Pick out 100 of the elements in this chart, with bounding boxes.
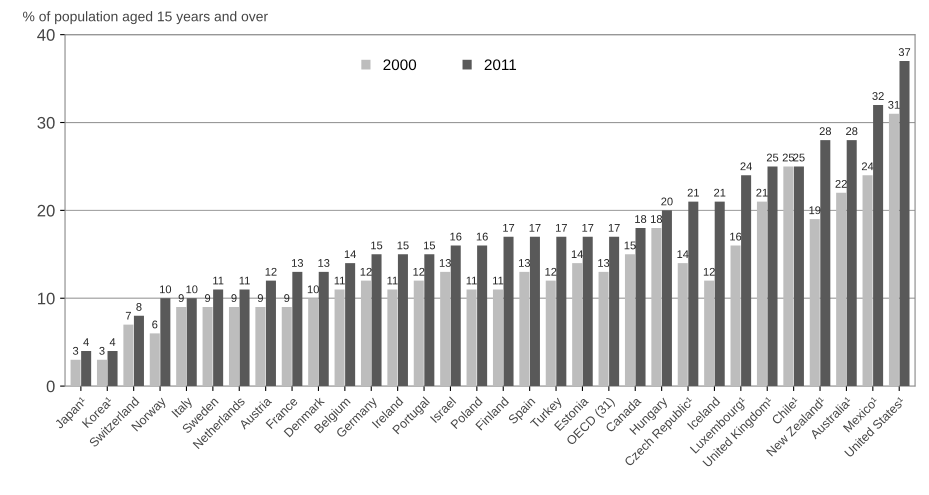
bar bbox=[308, 298, 318, 386]
data-label: 16 bbox=[450, 232, 462, 241]
bar bbox=[767, 166, 778, 386]
data-label: 3 bbox=[99, 346, 105, 355]
data-label: 17 bbox=[556, 224, 567, 232]
y-tick-label: 40 bbox=[37, 29, 55, 41]
data-label: 10 bbox=[186, 285, 198, 294]
data-label: 31 bbox=[888, 100, 900, 109]
bar bbox=[598, 272, 609, 386]
data-label: 11 bbox=[466, 276, 477, 284]
bar bbox=[414, 280, 424, 386]
bar bbox=[836, 192, 846, 386]
data-label: 13 bbox=[292, 259, 304, 267]
bar bbox=[678, 263, 688, 386]
data-label: 15 bbox=[424, 242, 436, 250]
bar bbox=[150, 333, 160, 386]
bar bbox=[636, 228, 646, 386]
data-label: 10 bbox=[160, 285, 172, 294]
data-label: 9 bbox=[284, 294, 290, 302]
legend-label: 2000 bbox=[383, 59, 416, 70]
bar bbox=[334, 289, 345, 386]
data-label: 12 bbox=[360, 268, 372, 276]
data-label: 12 bbox=[545, 268, 556, 276]
y-tick-label: 30 bbox=[37, 116, 55, 129]
bar bbox=[888, 114, 899, 386]
data-label: 17 bbox=[608, 224, 620, 232]
data-label: 18 bbox=[635, 215, 646, 223]
data-label: 37 bbox=[898, 48, 910, 56]
bar bbox=[160, 298, 170, 386]
data-label: 13 bbox=[318, 259, 330, 267]
data-label: 17 bbox=[530, 224, 541, 232]
data-label: 28 bbox=[846, 127, 858, 136]
bar bbox=[846, 140, 857, 386]
bar bbox=[228, 307, 239, 386]
bar bbox=[81, 350, 92, 386]
bar bbox=[424, 254, 434, 386]
bar bbox=[714, 202, 725, 386]
bar bbox=[292, 272, 302, 386]
data-label: 21 bbox=[756, 188, 768, 197]
bar bbox=[186, 298, 197, 386]
data-label: 15 bbox=[398, 242, 409, 250]
data-label: 9 bbox=[231, 294, 237, 302]
data-label: 8 bbox=[136, 302, 142, 311]
bar bbox=[176, 307, 186, 386]
data-label: 21 bbox=[688, 188, 699, 197]
data-label: 17 bbox=[503, 224, 514, 232]
bar bbox=[96, 360, 108, 386]
y-tick-label: 10 bbox=[38, 292, 55, 304]
bar bbox=[255, 307, 266, 386]
data-label: 14 bbox=[572, 250, 584, 258]
bar bbox=[372, 254, 382, 386]
data-label: 9 bbox=[258, 294, 263, 302]
bar bbox=[108, 350, 118, 386]
bar bbox=[609, 236, 620, 386]
data-label: 10 bbox=[308, 285, 319, 294]
bar bbox=[123, 324, 134, 386]
data-label: 13 bbox=[519, 259, 530, 267]
bar bbox=[556, 236, 566, 386]
data-label: 9 bbox=[178, 294, 184, 302]
data-label: 11 bbox=[334, 276, 345, 284]
y-tick-label: 0 bbox=[46, 380, 55, 392]
bar bbox=[572, 263, 582, 386]
data-label: 25 bbox=[766, 154, 778, 162]
data-label: 19 bbox=[809, 206, 820, 214]
bar bbox=[134, 316, 144, 386]
data-label: 12 bbox=[704, 268, 715, 276]
data-label: 24 bbox=[740, 162, 752, 170]
bar bbox=[360, 280, 371, 386]
data-label: 28 bbox=[820, 127, 832, 136]
bar bbox=[756, 202, 767, 386]
data-label: 14 bbox=[344, 250, 356, 258]
data-label: 20 bbox=[661, 198, 673, 206]
data-label: 4 bbox=[83, 338, 89, 346]
bar bbox=[546, 280, 556, 386]
bar bbox=[530, 236, 540, 386]
bar bbox=[477, 246, 488, 386]
data-label: 17 bbox=[582, 224, 594, 232]
data-label: 11 bbox=[240, 276, 250, 284]
data-label: 15 bbox=[624, 242, 636, 250]
data-label: 11 bbox=[387, 276, 398, 284]
data-label: 12 bbox=[266, 268, 277, 276]
data-label: 3 bbox=[72, 346, 78, 355]
bar bbox=[70, 360, 81, 386]
bar bbox=[662, 210, 672, 386]
bar bbox=[741, 175, 752, 386]
data-label: 11 bbox=[493, 276, 504, 284]
data-label: 13 bbox=[440, 259, 451, 267]
bar bbox=[624, 254, 635, 386]
data-label: 25 bbox=[793, 154, 805, 162]
bar bbox=[450, 246, 461, 386]
bar bbox=[466, 289, 477, 386]
bar bbox=[492, 289, 503, 386]
bar bbox=[504, 236, 514, 386]
data-label: 6 bbox=[152, 320, 158, 328]
bar bbox=[899, 61, 910, 386]
data-label: 15 bbox=[371, 242, 382, 250]
bar bbox=[810, 219, 820, 386]
bar bbox=[440, 272, 450, 386]
bar bbox=[398, 254, 408, 386]
bar bbox=[688, 202, 698, 386]
